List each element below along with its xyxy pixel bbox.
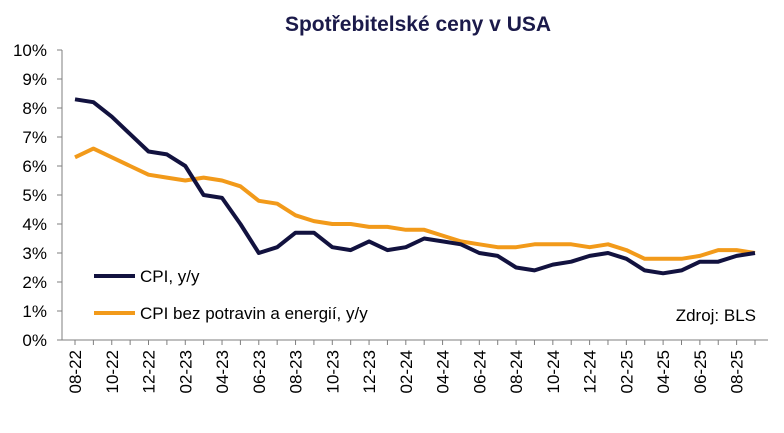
x-tick-label: 02-25 [617, 350, 636, 393]
x-tick-label: 08-25 [728, 350, 747, 393]
x-tick-label: 08-22 [66, 350, 85, 393]
chart-title: Spotřebitelské ceny v USA [285, 13, 551, 36]
y-tick-label: 8% [22, 99, 47, 118]
y-tick-label: 3% [22, 244, 47, 263]
legend-label-core-cpi: CPI bez potravin a energií, y/y [140, 304, 368, 323]
x-tick-label: 08-23 [287, 350, 306, 393]
x-tick-label: 12-23 [360, 350, 379, 393]
x-tick-label: 02-24 [397, 350, 416, 393]
x-axis: 08-22 10-22 12-22 02-23 04-23 06-23 08-23 10-23… [62, 339, 768, 393]
legend: CPI, y/y CPI bez potravin a energií, y/y [94, 267, 368, 323]
y-axis: 0% 1% 2% 3% 4% 5% 6% 7% 8% 9% 10% [13, 41, 63, 350]
y-tick-label: 5% [22, 186, 47, 205]
series-line-core-cpi [74, 146, 756, 261]
x-tick-label: 06-25 [691, 350, 710, 393]
x-tick-label: 02-23 [176, 350, 195, 393]
x-tick-label: 08-24 [507, 350, 526, 393]
y-tick-label: 10% [13, 41, 47, 60]
y-tick-label: 1% [22, 302, 47, 321]
x-tick-label: 06-23 [250, 350, 269, 393]
x-tick-label: 10-24 [544, 350, 563, 393]
y-tick-label: 7% [22, 128, 47, 147]
source-note: Zdroj: BLS [676, 306, 756, 325]
y-tick-label: 4% [22, 215, 47, 234]
x-tick-label: 12-22 [140, 350, 159, 393]
x-tick-label: 10-23 [323, 350, 342, 393]
legend-label-cpi: CPI, y/y [140, 267, 200, 286]
series-line-cpi [74, 97, 756, 276]
y-tick-label: 2% [22, 273, 47, 292]
x-tick-label: 04-24 [434, 350, 453, 393]
series-layer [74, 97, 756, 276]
x-tick-label: 12-24 [581, 350, 600, 393]
x-tick-label: 04-23 [213, 350, 232, 393]
y-tick-label: 9% [22, 70, 47, 89]
y-tick-label: 6% [22, 157, 47, 176]
y-tick-label: 0% [22, 331, 47, 350]
x-tick-label: 10-22 [103, 350, 122, 393]
x-tick-label: 06-24 [470, 350, 489, 393]
x-tick-label: 04-25 [654, 350, 673, 393]
